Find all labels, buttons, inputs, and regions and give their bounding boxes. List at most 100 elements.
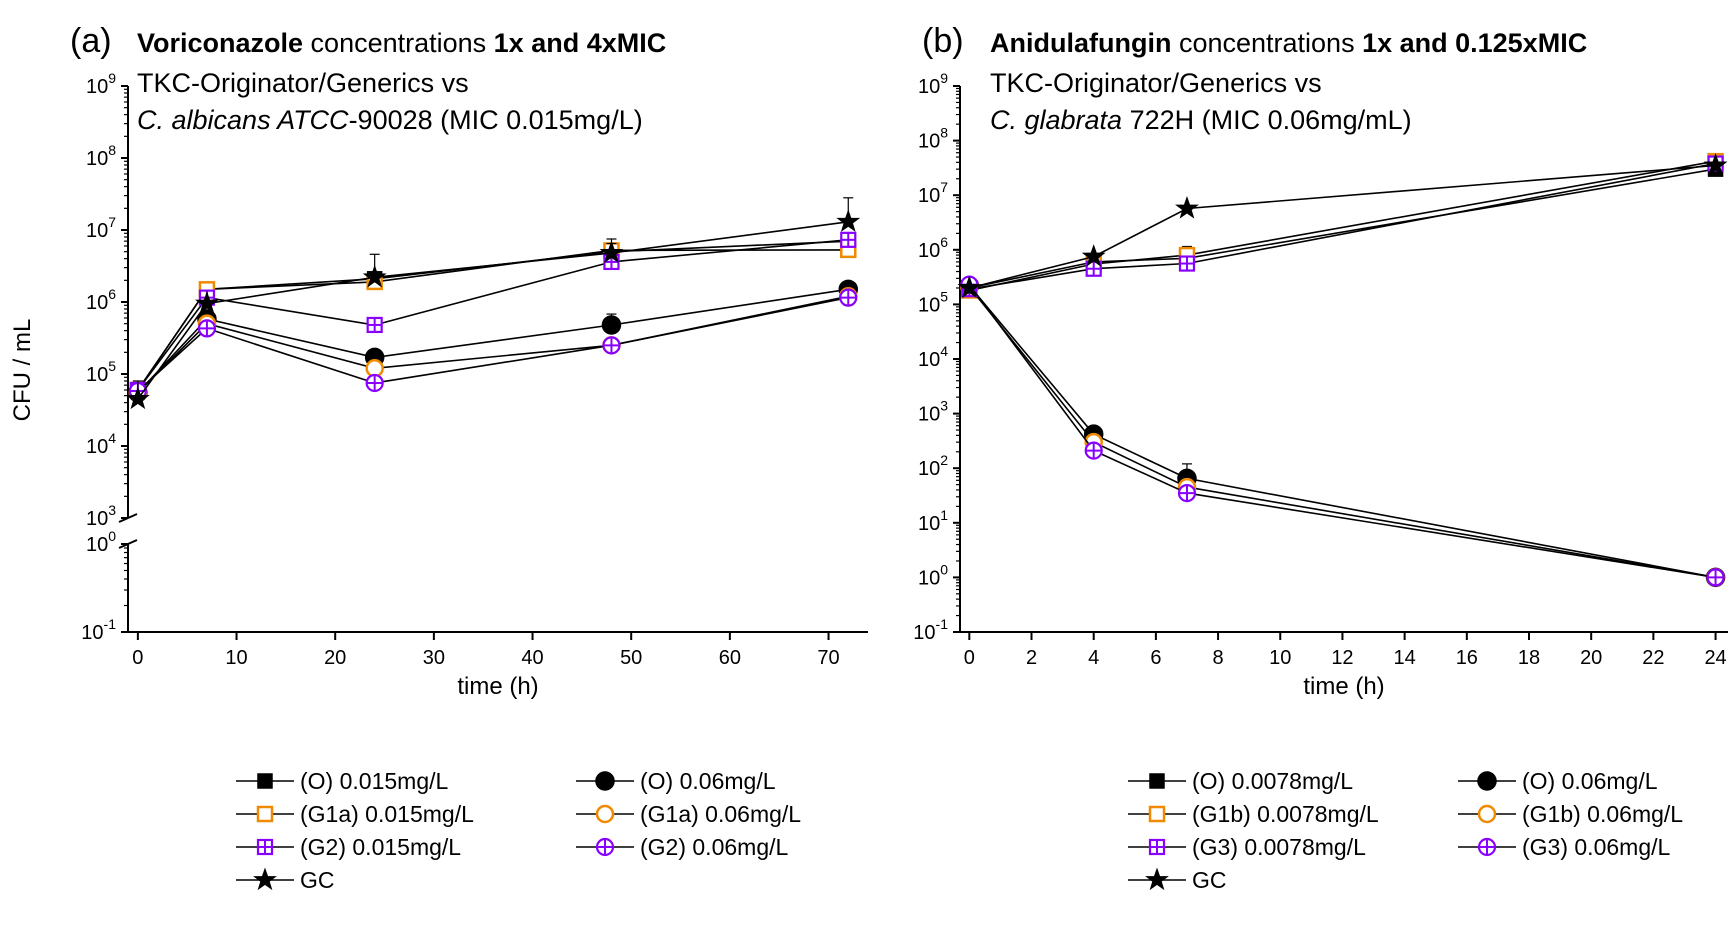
legend-label: (G2) 0.015mg/L (300, 834, 461, 860)
series-line (968, 286, 1716, 579)
y-tick-label: 105 (86, 358, 116, 386)
legend-label: (O) 0.015mg/L (300, 768, 448, 794)
legend-marker (1477, 837, 1497, 857)
data-point (1177, 483, 1197, 503)
series-line (137, 239, 849, 391)
data-point (1081, 244, 1106, 267)
legend-label: (G3) 0.06mg/L (1522, 834, 1670, 860)
x-tick-label: 14 (1394, 647, 1416, 669)
legend-item-g1a-0-015mg-l: (G1a) 0.015mg/L (236, 801, 474, 827)
y-tick-label: 108 (86, 142, 116, 170)
y-tick-label: 107 (86, 214, 116, 242)
legend-b: (O) 0.0078mg/L (O) 0.06mg/L (G1b) 0.0078mg… (1128, 768, 1683, 893)
data-point (1085, 260, 1102, 277)
legend-marker (257, 773, 273, 789)
x-tick-label: 70 (817, 647, 839, 669)
x-tick-label: 8 (1213, 647, 1224, 669)
x-tick-label: 18 (1518, 647, 1540, 669)
series-line (968, 284, 1716, 579)
legend-item-g1b-0-06mg-l: (G1b) 0.06mg/L (1458, 801, 1683, 827)
series-line (969, 164, 1716, 289)
legend-marker (1477, 771, 1497, 791)
series-line (969, 162, 1716, 290)
y-tick-label: 104 (918, 343, 948, 371)
data-point (1706, 568, 1725, 587)
data-point (1175, 196, 1199, 219)
y-tick-label: 106 (918, 234, 948, 262)
y-tick-label: 101 (918, 507, 948, 535)
y-tick-label: 100 (86, 528, 116, 556)
data-point (197, 319, 217, 338)
legend-marker (595, 771, 615, 791)
data-point (840, 231, 857, 248)
legend-marker (256, 838, 274, 856)
y-tick-label: 108 (918, 125, 948, 153)
legend-marker (253, 867, 277, 891)
series-g1b-0-0078mg-l-b (961, 152, 1724, 299)
y-axis-label-a: CFU / mL (9, 319, 36, 422)
legend-marker (1149, 773, 1165, 789)
legend-label: (G3) 0.0078mg/L (1192, 834, 1366, 860)
legend-marker (1148, 838, 1166, 856)
y-tick-label: 10-1 (913, 616, 948, 644)
legend-label: GC (1192, 867, 1227, 893)
legend-item-g3-0-0078mg-l: (G3) 0.0078mg/L (1128, 834, 1366, 860)
x-axis-label-a: time (h) (457, 673, 538, 700)
legend-label: (G2) 0.06mg/L (640, 834, 788, 860)
panel-b: (b) Anidulafungin concentrations 1x and 0… (913, 22, 1728, 893)
legend-marker (256, 805, 274, 823)
legend-label: (O) 0.06mg/L (1522, 768, 1658, 794)
x-tick-label: 10 (225, 647, 247, 669)
legend-item-o-0-015mg-l: (O) 0.015mg/L (236, 768, 448, 794)
data-point (365, 373, 384, 393)
legend-marker (595, 804, 615, 824)
legend-marker (1477, 804, 1497, 824)
data-point (366, 316, 383, 334)
series-g3-0-0078mg-l-b (961, 155, 1724, 298)
legend-label: GC (300, 867, 335, 893)
x-tick-label: 60 (719, 647, 741, 669)
legend-item-g2-0-015mg-l: (G2) 0.015mg/L (236, 834, 461, 860)
y-tick-label: 107 (918, 179, 948, 207)
legend-marker (1145, 867, 1169, 891)
x-tick-label: 30 (423, 647, 445, 669)
panel-label-a: (a) (70, 22, 112, 60)
series-line (137, 296, 849, 392)
data-point (836, 209, 861, 232)
legend-item-o-0-0078mg-l: (O) 0.0078mg/L (1128, 768, 1353, 794)
series-gc-b (957, 152, 1728, 299)
data-point (601, 315, 622, 335)
data-point (362, 264, 387, 288)
y-tick-label: 103 (86, 502, 116, 530)
series-g3-0-06mg-l-b (960, 275, 1725, 587)
series-line (968, 285, 1716, 579)
y-tick-label: 103 (918, 398, 948, 426)
x-tick-label: 20 (324, 647, 346, 669)
data-point (1178, 255, 1196, 272)
legend-marker (1148, 805, 1166, 823)
data-point (125, 386, 150, 410)
chart-subtitle-b: TKC-Originator/Generics vs (990, 68, 1322, 98)
series-o-0-06mg-l-b (959, 275, 1726, 588)
series-line (137, 221, 849, 400)
series-line (137, 295, 849, 394)
legend-item-o-0-06mg-l: (O) 0.06mg/L (576, 768, 776, 794)
x-tick-label: 22 (1642, 647, 1664, 669)
legend-label: (G1b) 0.06mg/L (1522, 801, 1683, 827)
data-point (195, 291, 219, 314)
y-tick-label: 100 (918, 561, 948, 589)
legend-label: (O) 0.0078mg/L (1192, 768, 1353, 794)
data-point (957, 275, 982, 299)
x-tick-label: 4 (1088, 647, 1099, 669)
series-line (137, 249, 849, 391)
series-group-b (957, 152, 1728, 588)
x-axis-label-b: time (h) (1303, 673, 1384, 700)
chart-subtitle2-b: C. glabrata 722H (MIC 0.06mg/mL) (990, 105, 1412, 135)
x-tick-label: 0 (964, 647, 975, 669)
x-tick-label: 16 (1456, 647, 1478, 669)
x-tick-label: 24 (1704, 647, 1726, 669)
legend-label: (G1b) 0.0078mg/L (1192, 801, 1379, 827)
y-tick-label: 106 (86, 286, 116, 314)
x-tick-label: 20 (1580, 647, 1602, 669)
